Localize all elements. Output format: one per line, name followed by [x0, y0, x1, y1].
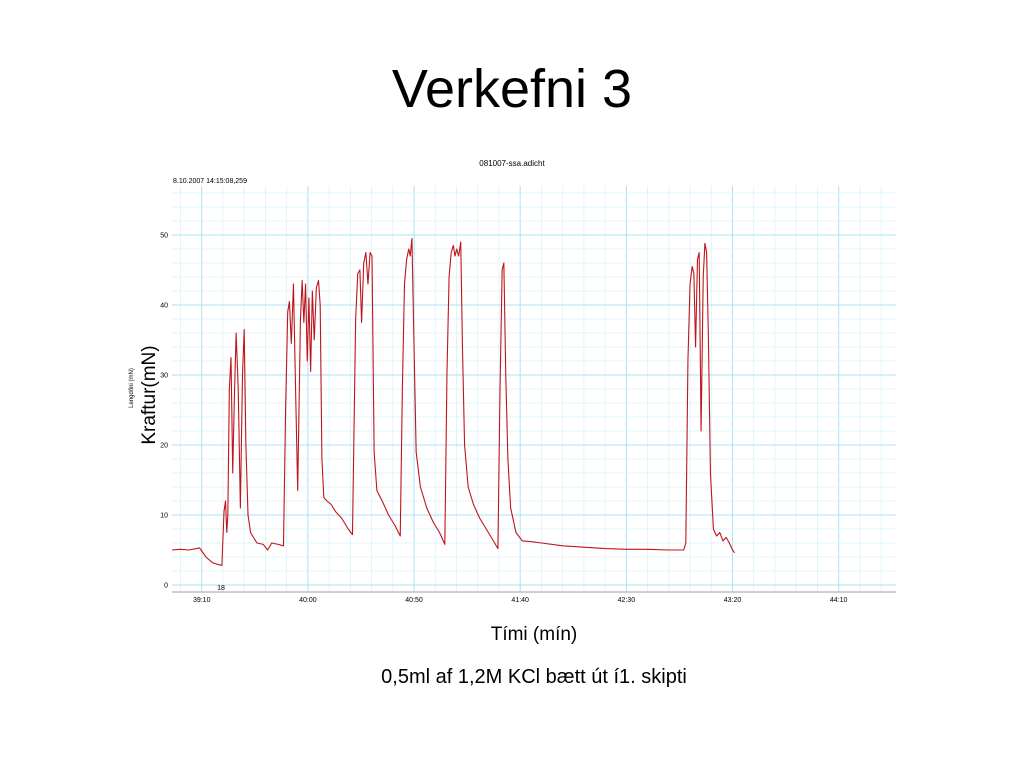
y-tick-label: 30	[160, 373, 168, 380]
x-tick-label: 44:10	[830, 597, 848, 604]
x-tick-label: 43:20	[724, 597, 742, 604]
chart-subtitle: 8.10.2007 14:15:08,259	[173, 178, 247, 185]
chart-trace-group	[171, 237, 736, 566]
y-axis-label: Kraftur(mN)	[139, 345, 160, 445]
y-tick-label: 50	[160, 233, 168, 240]
chart-axes: 39:10 40:00 40:50 41:40 42:30 43:20 44:10 0 10 20…	[160, 233, 896, 604]
chart-grid	[172, 186, 896, 592]
y-tick-label: 20	[160, 443, 168, 450]
y-axis-label-small: Lengdőni (mN)	[129, 368, 135, 408]
x-tick-label: 39:10	[193, 597, 211, 604]
series-line	[171, 237, 736, 566]
x-tick-label: 40:50	[405, 597, 423, 604]
x-tick-label: 40:00	[299, 597, 317, 604]
slide-title: Verkefni 3	[391, 59, 633, 119]
x-axis-label: Tími (mín)	[490, 624, 578, 645]
chart-title: 081007-ssa.adicht	[479, 159, 545, 168]
x-tick-label: 41:40	[511, 597, 529, 604]
y-tick-label: 0	[164, 583, 168, 590]
event-marker-label: 18	[217, 585, 225, 592]
y-tick-label: 10	[160, 513, 168, 520]
y-tick-label: 40	[160, 303, 168, 310]
slide-caption: 0,5ml af 1,2M KCl bætt út í1. skipti	[381, 666, 687, 688]
x-tick-label: 42:30	[618, 597, 636, 604]
